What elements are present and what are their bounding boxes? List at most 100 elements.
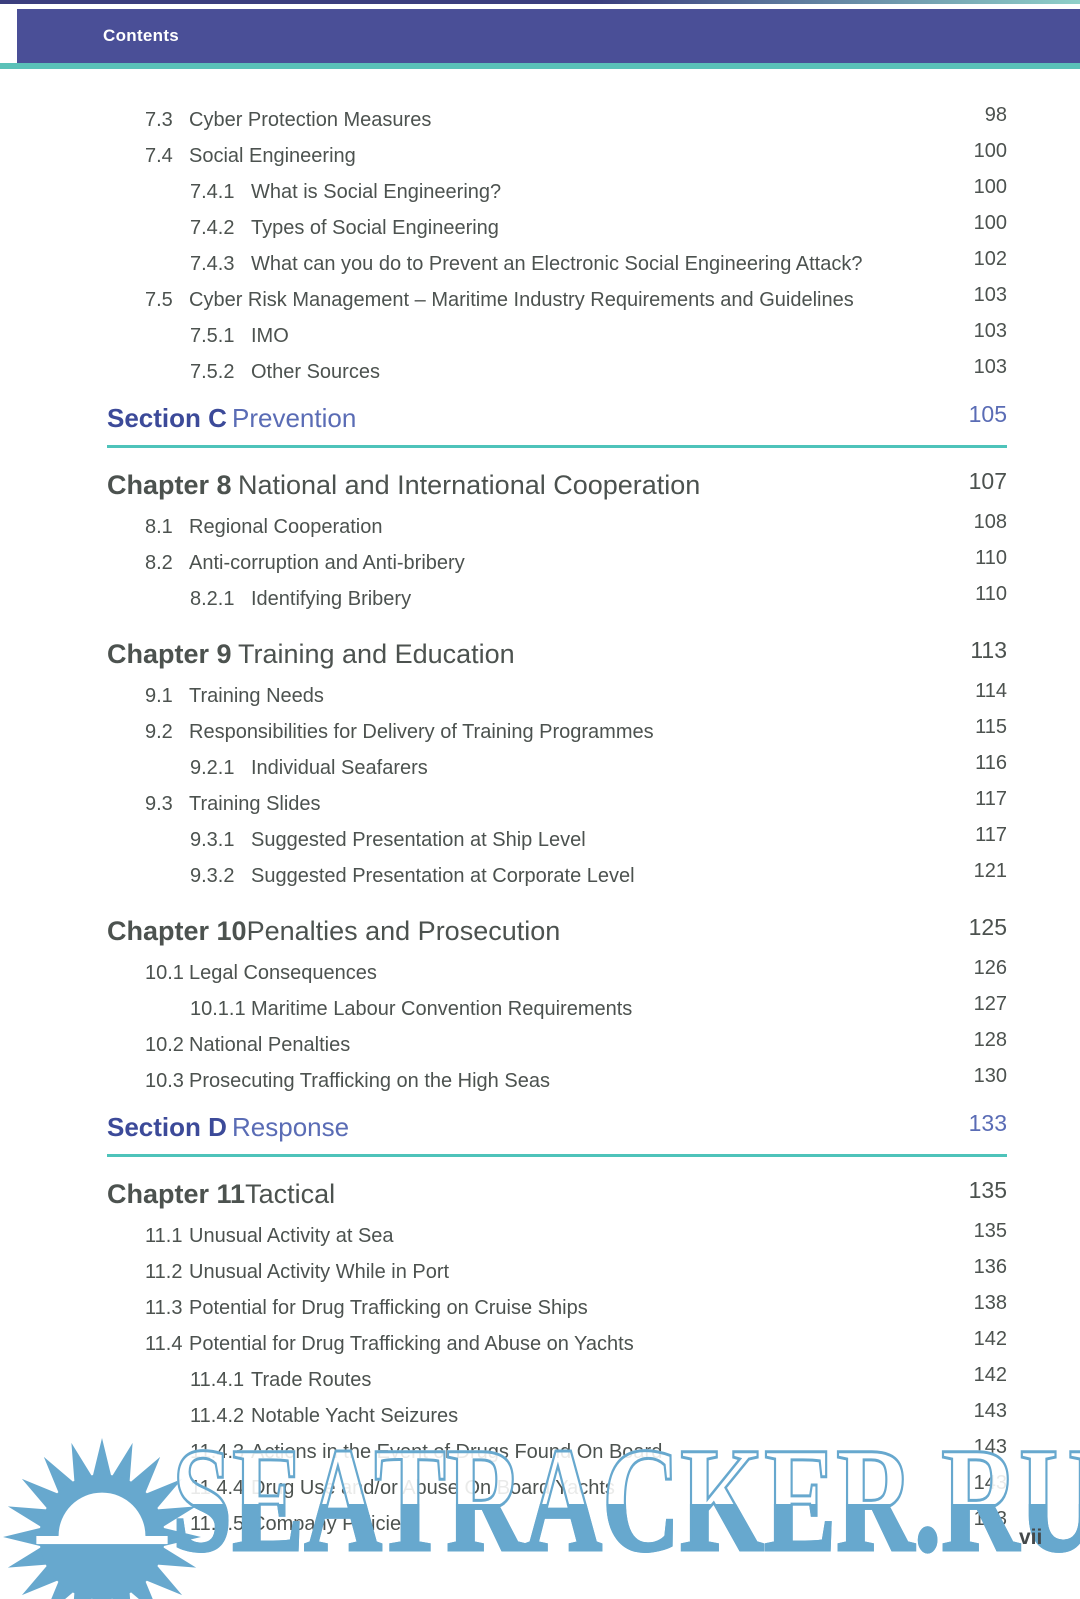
page-top-edge-line bbox=[0, 0, 1080, 4]
toc-section-page: 105 bbox=[968, 401, 1007, 427]
toc-subitem-page: 103 bbox=[973, 320, 1007, 342]
toc-subitem-page: 143 bbox=[974, 1429, 1007, 1465]
toc-chapter-title: Training and Education bbox=[238, 639, 515, 669]
toc-item-page: 142 bbox=[973, 1328, 1007, 1350]
toc-subitem-title: Other Sources bbox=[251, 361, 380, 383]
toc-section-title: Response bbox=[232, 1112, 350, 1142]
toc-item-page: 138 bbox=[973, 1292, 1007, 1314]
toc-subitem-page: 143 bbox=[973, 1400, 1007, 1422]
toc-item-number: 9.3 bbox=[145, 793, 173, 815]
toc-chapter-heading: Chapter 10 Penalties and Prosecution 125 bbox=[107, 911, 1007, 952]
toc-subitem-number: 9.2.1 bbox=[190, 757, 235, 779]
toc-subitem-title: Individual Seafarers bbox=[251, 757, 428, 779]
toc-subitem-page: 117 bbox=[975, 824, 1007, 846]
toc-item-title: Anti-corruption and Anti-bribery bbox=[189, 552, 465, 574]
toc-item-number: 8.2 bbox=[145, 552, 173, 574]
toc-chapter-title: Penalties and Prosecution bbox=[246, 916, 561, 946]
toc-subitem-title: Identifying Bribery bbox=[251, 588, 412, 610]
toc-item-number: 9.2 bbox=[145, 721, 173, 743]
toc-subitem-title: Suggested Presentation at Corporate Leve… bbox=[251, 865, 635, 887]
toc-subitem-number: 11.4.4 bbox=[190, 1470, 251, 1506]
toc-item-title: Unusual Activity While in Port bbox=[189, 1261, 450, 1283]
toc-item-title: Legal Consequences bbox=[189, 962, 377, 984]
toc-item-number: 9.1 bbox=[145, 685, 173, 707]
toc-item-title: Training Slides bbox=[189, 793, 321, 815]
page-title: Contents bbox=[103, 26, 180, 45]
toc-list: 7.3 Cyber Protection Measures 98 7.4 Soc… bbox=[107, 102, 1007, 1542]
toc-item: 9.1 Training Needs 114 bbox=[107, 678, 1007, 714]
toc-chapter-heading: Chapter 11 Tactical 135 bbox=[107, 1174, 1007, 1215]
toc-item-number: 8.1 bbox=[145, 516, 173, 538]
toc-subitem-page: 116 bbox=[975, 752, 1007, 774]
toc-item: 11.2 Unusual Activity While in Port 136 bbox=[107, 1254, 1007, 1290]
toc-section-heading: Section C Prevention 105 bbox=[107, 401, 1007, 448]
toc-item-page: 136 bbox=[973, 1256, 1007, 1278]
toc-subitem-number: 7.4.1 bbox=[190, 181, 235, 203]
toc-subitem-number: 8.2.1 bbox=[190, 588, 235, 610]
toc-subitem: 9.3.2 Suggested Presentation at Corporat… bbox=[107, 858, 1007, 894]
toc-subitem-page: 110 bbox=[975, 583, 1007, 605]
toc-chapter-heading: Chapter 9 Training and Education 113 bbox=[107, 634, 1007, 675]
toc-item-page: 98 bbox=[984, 104, 1007, 126]
toc-subitem-title: IMO bbox=[251, 325, 289, 347]
toc-subitem-title: Suggested Presentation at Ship Level bbox=[251, 829, 586, 851]
toc-chapter-number: Chapter 10 bbox=[107, 916, 247, 946]
toc-subitem: 8.2.1 Identifying Bribery 110 bbox=[107, 581, 1007, 617]
toc-subitem: 9.3.1 Suggested Presentation at Ship Lev… bbox=[107, 822, 1007, 858]
header-bar: Contents bbox=[17, 9, 1080, 63]
toc-subitem: 10.1.1 Maritime Labour Convention Requir… bbox=[107, 991, 1007, 1027]
toc-chapter-page: 113 bbox=[970, 637, 1007, 663]
toc-chapter-title: Tactical bbox=[245, 1179, 336, 1209]
toc-section-heading: Section D Response 133 bbox=[107, 1110, 1007, 1157]
toc-item: 7.3 Cyber Protection Measures 98 bbox=[107, 102, 1007, 138]
toc-subitem-page: 100 bbox=[973, 212, 1007, 234]
toc-subitem-page: 100 bbox=[973, 176, 1007, 198]
toc-item-number: 11.3 bbox=[145, 1297, 183, 1319]
toc-item-page: 103 bbox=[973, 284, 1007, 306]
toc-subitem: 11.4.3 Actions in the Event of Drugs Fou… bbox=[107, 1434, 1007, 1470]
header-accent-rule bbox=[0, 63, 1080, 69]
toc-subitem-title: Drug Use and/or Abuse On Board Yachts bbox=[251, 1470, 633, 1506]
toc-item: 11.1 Unusual Activity at Sea 135 bbox=[107, 1218, 1007, 1254]
toc-item-page: 130 bbox=[973, 1065, 1007, 1087]
toc-subitem: 11.4.4 Drug Use and/or Abuse On Board Ya… bbox=[107, 1470, 1007, 1506]
toc-subitem: 7.4.3 What can you do to Prevent an Elec… bbox=[107, 246, 1007, 282]
toc-subitem-page: 121 bbox=[973, 860, 1007, 882]
toc-chapter-page: 125 bbox=[968, 914, 1007, 940]
toc-subitem-title: Types of Social Engineering bbox=[251, 217, 499, 239]
toc-item-page: 117 bbox=[975, 788, 1007, 810]
toc-subitem-title: What is Social Engineering? bbox=[251, 181, 502, 203]
toc-subitem-number: 11.4.1 bbox=[190, 1369, 245, 1391]
toc-chapter-heading: Chapter 8 National and International Coo… bbox=[107, 465, 1007, 506]
toc-subitem-number: 7.5.2 bbox=[190, 361, 235, 383]
toc-subitem-number: 11.4.5 bbox=[190, 1506, 251, 1542]
toc-section-page: 133 bbox=[968, 1110, 1007, 1136]
toc-chapter-number: Chapter 8 bbox=[107, 470, 232, 500]
toc-item-title: Potential for Drug Trafficking on Cruise… bbox=[189, 1297, 588, 1319]
toc-subitem-number: 7.4.3 bbox=[190, 253, 235, 275]
toc-item: 9.2 Responsibilities for Delivery of Tra… bbox=[107, 714, 1007, 750]
toc-subitem-number: 11.4.3 bbox=[190, 1434, 251, 1470]
toc-item: 10.1 Legal Consequences 126 bbox=[107, 955, 1007, 991]
toc-item-title: Cyber Protection Measures bbox=[189, 109, 432, 131]
toc-item: 11.3 Potential for Drug Trafficking on C… bbox=[107, 1290, 1007, 1326]
toc-item: 9.3 Training Slides 117 bbox=[107, 786, 1007, 822]
toc-item-number: 11.1 bbox=[145, 1225, 183, 1247]
toc-item: 11.4 Potential for Drug Trafficking and … bbox=[107, 1326, 1007, 1362]
toc-subitem: 7.4.1 What is Social Engineering? 100 bbox=[107, 174, 1007, 210]
page-number: vii bbox=[1019, 1526, 1043, 1549]
toc-subitem: 7.5.2 Other Sources 103 bbox=[107, 354, 1007, 390]
toc-chapter-page: 135 bbox=[968, 1177, 1007, 1203]
toc-item-page: 115 bbox=[975, 716, 1007, 738]
sun-over-sea-icon bbox=[3, 1438, 201, 1599]
toc-subitem: 7.4.2 Types of Social Engineering 100 bbox=[107, 210, 1007, 246]
toc-item-title: Unusual Activity at Sea bbox=[189, 1225, 394, 1247]
toc-chapter-number: Chapter 11 bbox=[107, 1179, 246, 1209]
toc-item-title: Cyber Risk Management – Maritime Industr… bbox=[189, 289, 854, 311]
toc-subitem-number: 10.1.1 bbox=[190, 998, 246, 1020]
toc-subitem-page: 127 bbox=[973, 993, 1007, 1015]
toc-item-page: 110 bbox=[975, 547, 1007, 569]
toc-item-number: 11.2 bbox=[145, 1261, 183, 1283]
watermark-text: SEATRACKER.RU bbox=[171, 1420, 1080, 1580]
